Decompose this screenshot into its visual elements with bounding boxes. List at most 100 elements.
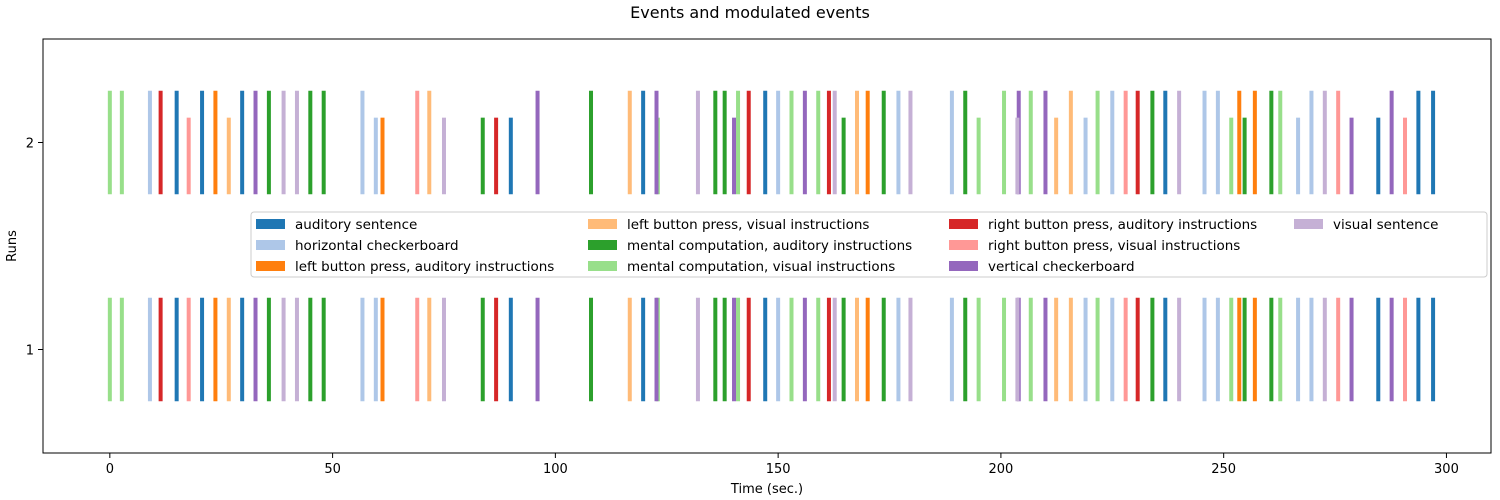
event-bar-run1-left-button-press-auditory-instructions [380,297,385,402]
event-bar-run1-horizontal-checkerboard [1083,297,1088,402]
event-bar-run2-auditory-sentence [200,90,205,195]
event-bar-run2-right-button-press-auditory-instructions [826,90,831,195]
event-bar-run1-horizontal-checkerboard [949,297,954,402]
event-bar-run2-mental-computation-auditory-instructions [308,90,313,195]
event-bar-run2-right-button-press-auditory-instructions [494,117,499,195]
event-bar-run2-auditory-sentence [641,90,646,195]
event-bar-run2-mental-computation-visual-instructions [1278,90,1283,195]
event-bar-run1-mental-computation-auditory-instructions [589,297,594,402]
x-axis-label: Time (sec.) [730,482,803,497]
event-bar-run2-left-button-press-visual-instructions [1068,90,1073,195]
event-bar-run2-mental-computation-visual-instructions [736,90,741,195]
event-bar-run1-right-button-press-visual-instructions [186,297,191,402]
legend-swatch [949,219,978,229]
event-bar-run2-right-button-press-visual-instructions [1403,117,1408,195]
x-tick-label: 100 [543,462,568,477]
event-bar-run1-mental-computation-auditory-instructions [321,297,326,402]
event-bar-run1-horizontal-checkerboard [1296,297,1301,402]
event-bar-run1-mental-computation-visual-instructions [736,297,741,402]
event-bar-run1-right-button-press-visual-instructions [1336,297,1341,402]
event-bar-run2-auditory-sentence [1416,90,1421,195]
event-bar-run2-right-button-press-visual-instructions [415,90,420,195]
event-bar-run2-mental-computation-visual-instructions [1229,117,1234,195]
event-bar-run1-vertical-checkerboard [1389,297,1394,402]
event-bar-run2-mental-computation-visual-instructions [1028,90,1033,195]
event-bar-run1-mental-computation-visual-instructions [789,297,794,402]
event-bar-run1-vertical-checkerboard [732,297,737,402]
event-bar-run1-left-button-press-auditory-instructions [1252,297,1257,402]
event-bar-run1-mental-computation-auditory-instructions [963,297,968,402]
event-bar-run1-visual-sentence [1015,297,1020,402]
event-bar-run1-left-button-press-visual-instructions [855,297,859,402]
event-bar-run1-vertical-checkerboard [1349,297,1354,402]
event-bar-run1-mental-computation-visual-instructions [1278,297,1283,402]
event-bar-run1-right-button-press-auditory-instructions [1135,297,1140,402]
event-bar-run2-visual-sentence [281,90,286,195]
event-bar-run2-left-button-press-auditory-instructions [380,117,385,195]
event-bar-run2-mental-computation-visual-instructions [1002,90,1007,195]
event-bar-run2-left-button-press-visual-instructions [427,90,432,195]
legend-label: left button press, visual instructions [627,217,869,233]
event-bar-run2-visual-sentence [294,90,299,195]
event-bar-run2-left-button-press-auditory-instructions [1252,90,1257,195]
event-bar-run1-right-button-press-auditory-instructions [158,297,163,402]
event-bar-run2-visual-sentence [1322,90,1327,195]
legend-box [250,211,1488,278]
legend-label: auditory sentence [295,217,417,233]
event-bar-run1-horizontal-checkerboard [1202,297,1207,402]
event-bar-run2-horizontal-checkerboard [1309,90,1314,195]
event-bar-run1-visual-sentence [695,297,700,402]
event-bar-run1-horizontal-checkerboard [1215,297,1220,402]
event-bar-run1-visual-sentence [1177,297,1182,402]
legend-swatch [949,240,978,250]
event-bar-run2-right-button-press-visual-instructions [186,117,191,195]
event-bar-run1-visual-sentence [832,297,837,402]
event-bar-run1-right-button-press-auditory-instructions [826,297,831,402]
event-bar-run2-mental-computation-visual-instructions [1095,90,1100,195]
event-bar-run2-mental-computation-visual-instructions [107,90,112,195]
event-bar-run2-mental-computation-auditory-instructions [722,90,727,195]
x-tick-label: 0 [106,462,114,477]
event-bar-run2-horizontal-checkerboard [360,90,365,195]
y-tick-label: 2 [26,137,34,152]
event-bar-run1-mental-computation-visual-instructions [1095,297,1100,402]
event-bar-run2-vertical-checkerboard [802,90,807,195]
event-bar-run1-vertical-checkerboard [654,297,659,402]
event-bar-run2-left-button-press-visual-instructions [627,90,632,195]
event-bar-run2-auditory-sentence [174,90,179,195]
event-bar-run2-mental-computation-auditory-instructions [1150,90,1155,195]
event-bar-run2-mental-computation-auditory-instructions [963,90,968,195]
event-bar-run2-visual-sentence [441,117,446,195]
event-bar-run2-left-button-press-visual-instructions [855,90,859,195]
event-bar-run1-auditory-sentence [641,297,646,402]
event-bar-run1-left-button-press-visual-instructions [226,297,231,402]
event-bar-run1-vertical-checkerboard [1043,297,1048,402]
event-bar-run1-vertical-checkerboard [802,297,807,402]
event-bar-run2-left-button-press-visual-instructions [226,117,231,195]
event-bar-run2-horizontal-checkerboard [1202,90,1207,195]
event-bar-run1-auditory-sentence [508,297,513,402]
event-bar-run1-auditory-sentence [174,297,179,402]
legend-label: vertical checkerboard [988,259,1135,275]
event-bar-run1-mental-computation-auditory-instructions [841,297,846,402]
event-bar-run1-auditory-sentence [1376,297,1381,402]
event-bar-run2-horizontal-checkerboard [1083,117,1088,195]
event-bar-run1-horizontal-checkerboard [360,297,365,402]
event-bar-run1-left-button-press-visual-instructions [1068,297,1073,402]
event-bar-run2-mental-computation-auditory-instructions [1269,90,1274,195]
event-bar-run1-horizontal-checkerboard [1309,297,1314,402]
event-bar-run1-auditory-sentence [1163,297,1168,402]
event-bar-run1-right-button-press-auditory-instructions [494,297,499,402]
legend-swatch [588,240,617,250]
event-bar-run2-mental-computation-auditory-instructions [1242,117,1247,195]
event-bar-run2-mental-computation-visual-instructions [119,90,124,195]
legend-label: mental computation, visual instructions [627,259,895,275]
event-bar-run2-mental-computation-auditory-instructions [480,117,485,195]
event-bar-run2-right-button-press-visual-instructions [1336,90,1341,195]
event-bar-run2-visual-sentence [695,90,700,195]
event-bar-run1-mental-computation-visual-instructions [107,297,112,402]
event-bar-run2-auditory-sentence [508,117,513,195]
event-bar-run1-mental-computation-auditory-instructions [881,297,886,402]
event-bar-run1-vertical-checkerboard [535,297,540,402]
